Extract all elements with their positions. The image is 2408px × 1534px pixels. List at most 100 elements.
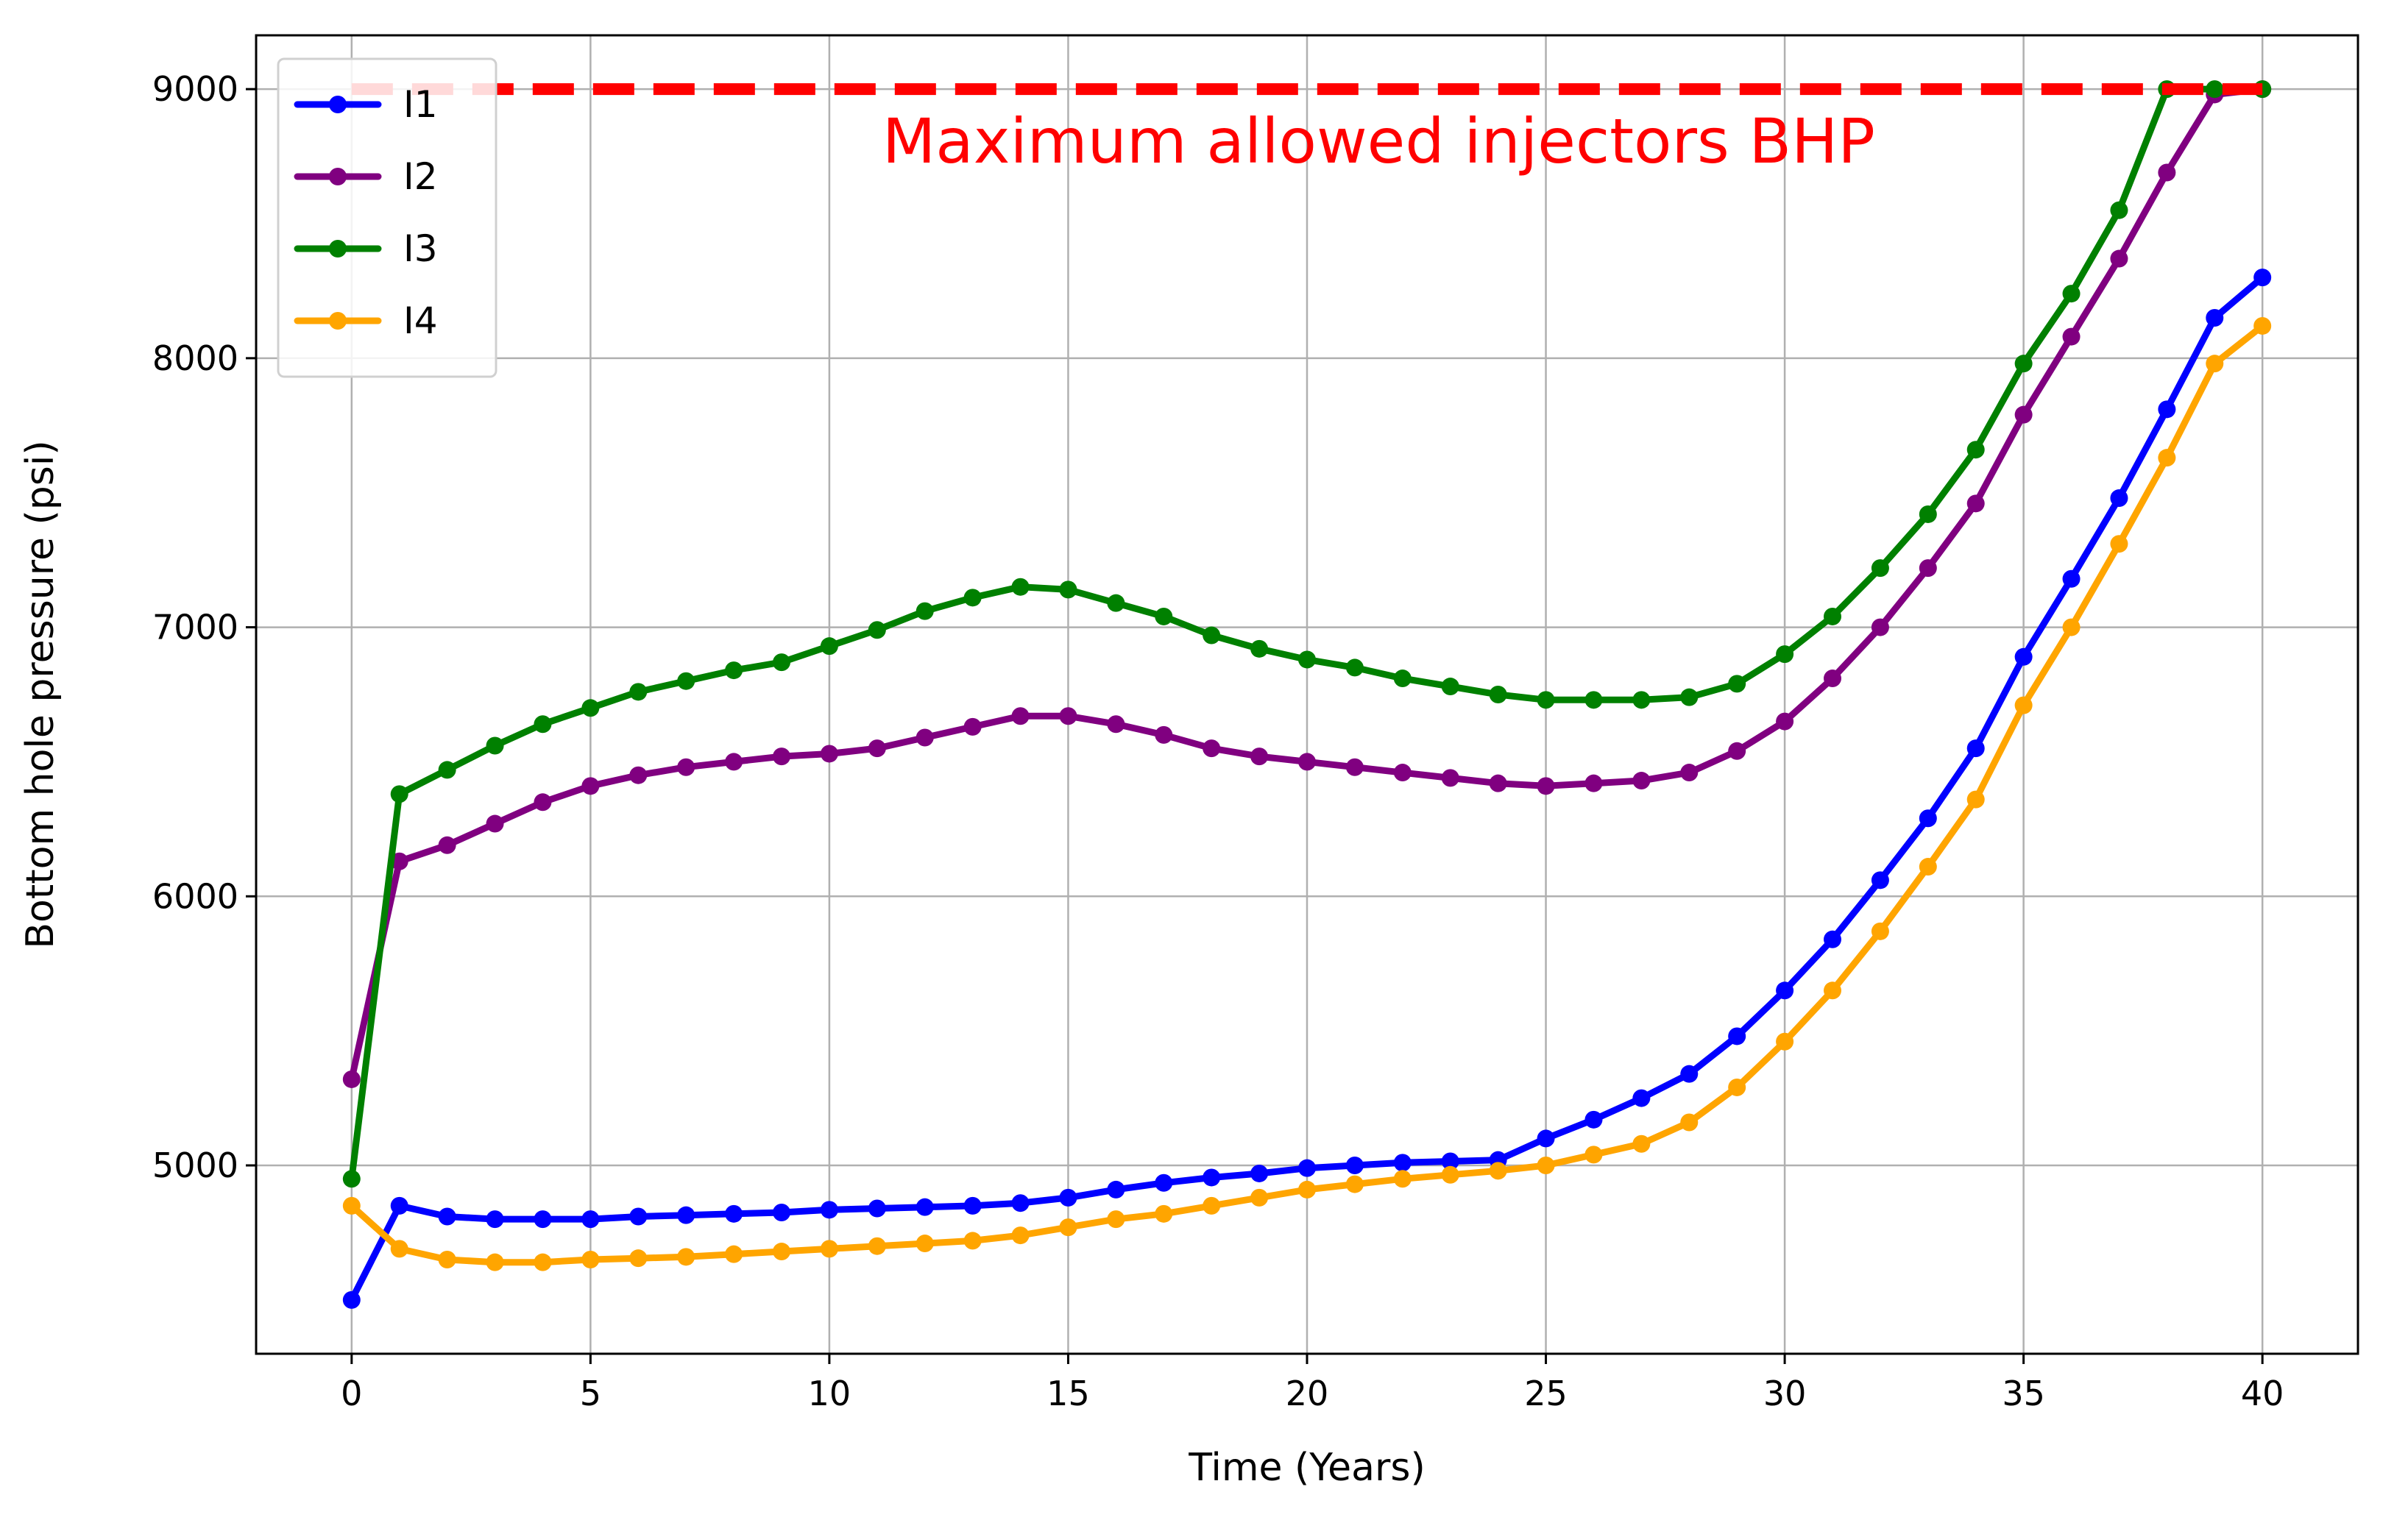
data-point-i4 (2062, 618, 2081, 636)
data-point-i2 (820, 745, 838, 763)
data-point-i4 (1011, 1226, 1030, 1245)
data-point-i3 (1824, 607, 1841, 625)
data-point-i3 (1680, 688, 1699, 706)
data-point-i4 (1489, 1162, 1507, 1180)
y-axis-ticks: 5000 6000 7000 8000 9000 (152, 69, 256, 1185)
data-point-i2 (2158, 163, 2176, 182)
data-point-i3 (1632, 691, 1651, 709)
data-point-i3 (868, 621, 886, 639)
data-point-i2 (342, 1070, 361, 1088)
data-point-i4 (820, 1240, 838, 1258)
data-point-i4 (1776, 1032, 1794, 1051)
data-point-i4 (581, 1251, 600, 1268)
data-point-i1 (1011, 1194, 1030, 1212)
data-point-i3 (342, 1170, 361, 1188)
data-point-i4 (1345, 1175, 1364, 1193)
x-tick-label: 35 (2002, 1374, 2045, 1413)
data-point-i2 (1919, 559, 1937, 578)
data-point-i2 (1250, 748, 1269, 766)
legend-marker-i2 (329, 168, 347, 185)
data-point-i2 (1871, 618, 1889, 636)
data-point-i2 (1345, 758, 1364, 776)
legend-marker-i3 (329, 240, 347, 258)
data-point-i2 (1776, 712, 1794, 731)
legend-box (277, 57, 497, 378)
data-point-i3 (1919, 505, 1937, 523)
data-point-i1 (773, 1204, 790, 1221)
data-point-i4 (1107, 1210, 1125, 1229)
x-tick-label: 30 (1763, 1374, 1807, 1413)
data-point-i3 (438, 761, 456, 779)
data-point-i4 (1632, 1134, 1651, 1153)
x-tick-label: 10 (808, 1374, 851, 1413)
data-point-i1 (1345, 1157, 1364, 1174)
legend-label-i4: I4 (403, 299, 438, 342)
data-point-i3 (773, 653, 790, 672)
data-point-i4 (1203, 1196, 1221, 1215)
series-layer (342, 80, 2272, 1309)
data-point-i2 (2062, 327, 2081, 346)
data-point-i3 (390, 785, 408, 803)
data-point-i4 (1059, 1218, 1077, 1237)
data-point-i2 (390, 852, 408, 870)
data-point-i2 (1059, 707, 1077, 725)
data-point-i1 (342, 1290, 361, 1309)
data-point-i3 (1728, 675, 1746, 693)
data-point-i3 (629, 683, 648, 701)
data-point-i3 (1871, 559, 1889, 578)
data-point-i4 (1393, 1170, 1412, 1188)
data-point-i1 (916, 1198, 934, 1216)
data-point-i2 (1824, 670, 1841, 688)
data-point-i3 (2110, 201, 2128, 219)
data-point-i4 (1298, 1180, 1316, 1199)
data-point-i4 (916, 1235, 934, 1253)
data-point-i1 (1155, 1173, 1173, 1192)
data-point-i1 (1203, 1168, 1221, 1187)
x-tick-label: 25 (1524, 1374, 1568, 1413)
data-point-i2 (1966, 494, 1985, 513)
data-point-i2 (916, 728, 934, 747)
data-point-i2 (629, 766, 648, 784)
data-point-i2 (1632, 772, 1651, 790)
y-axis-title: Bottom hole pressure (psi) (18, 440, 63, 948)
x-axis-ticks: 0 5 10 15 20 25 30 35 40 (341, 1354, 2284, 1413)
y-tick-label: 5000 (152, 1146, 238, 1185)
x-tick-label: 40 (2241, 1374, 2284, 1413)
y-tick-label: 6000 (152, 876, 238, 916)
data-point-i3 (1107, 594, 1125, 612)
x-tick-label: 15 (1047, 1374, 1090, 1413)
data-point-i2 (1011, 707, 1030, 725)
data-point-i3 (1059, 580, 1077, 599)
data-point-i1 (1824, 930, 1841, 948)
data-point-i4 (534, 1253, 552, 1271)
data-point-i3 (916, 602, 934, 620)
data-point-i4 (725, 1245, 743, 1263)
data-point-i3 (1011, 578, 1030, 596)
series-i2 (342, 80, 2272, 1088)
data-point-i3 (1345, 658, 1364, 677)
data-point-i4 (773, 1243, 790, 1261)
data-point-i3 (677, 672, 695, 690)
data-point-i1 (2014, 647, 2033, 666)
data-point-i2 (1298, 753, 1316, 771)
data-point-i4 (1584, 1146, 1603, 1164)
data-point-i4 (677, 1248, 695, 1266)
data-point-i4 (1680, 1113, 1699, 1132)
data-point-i1 (1871, 871, 1889, 889)
data-point-i1 (1298, 1159, 1316, 1177)
data-point-i3 (1537, 691, 1555, 709)
data-point-i4 (2014, 696, 2033, 714)
data-point-i1 (2158, 400, 2176, 419)
data-point-i3 (1966, 441, 1985, 459)
y-tick-label: 7000 (152, 608, 238, 647)
data-point-i1 (486, 1210, 504, 1229)
data-point-i3 (820, 637, 838, 656)
x-tick-label: 20 (1286, 1374, 1329, 1413)
data-point-i2 (2014, 405, 2033, 424)
data-point-i2 (868, 739, 886, 758)
data-point-i4 (390, 1240, 408, 1258)
data-point-i2 (963, 717, 982, 736)
data-point-i3 (725, 661, 743, 680)
legend-label-i3: I3 (403, 227, 438, 270)
data-point-i4 (1250, 1188, 1269, 1207)
